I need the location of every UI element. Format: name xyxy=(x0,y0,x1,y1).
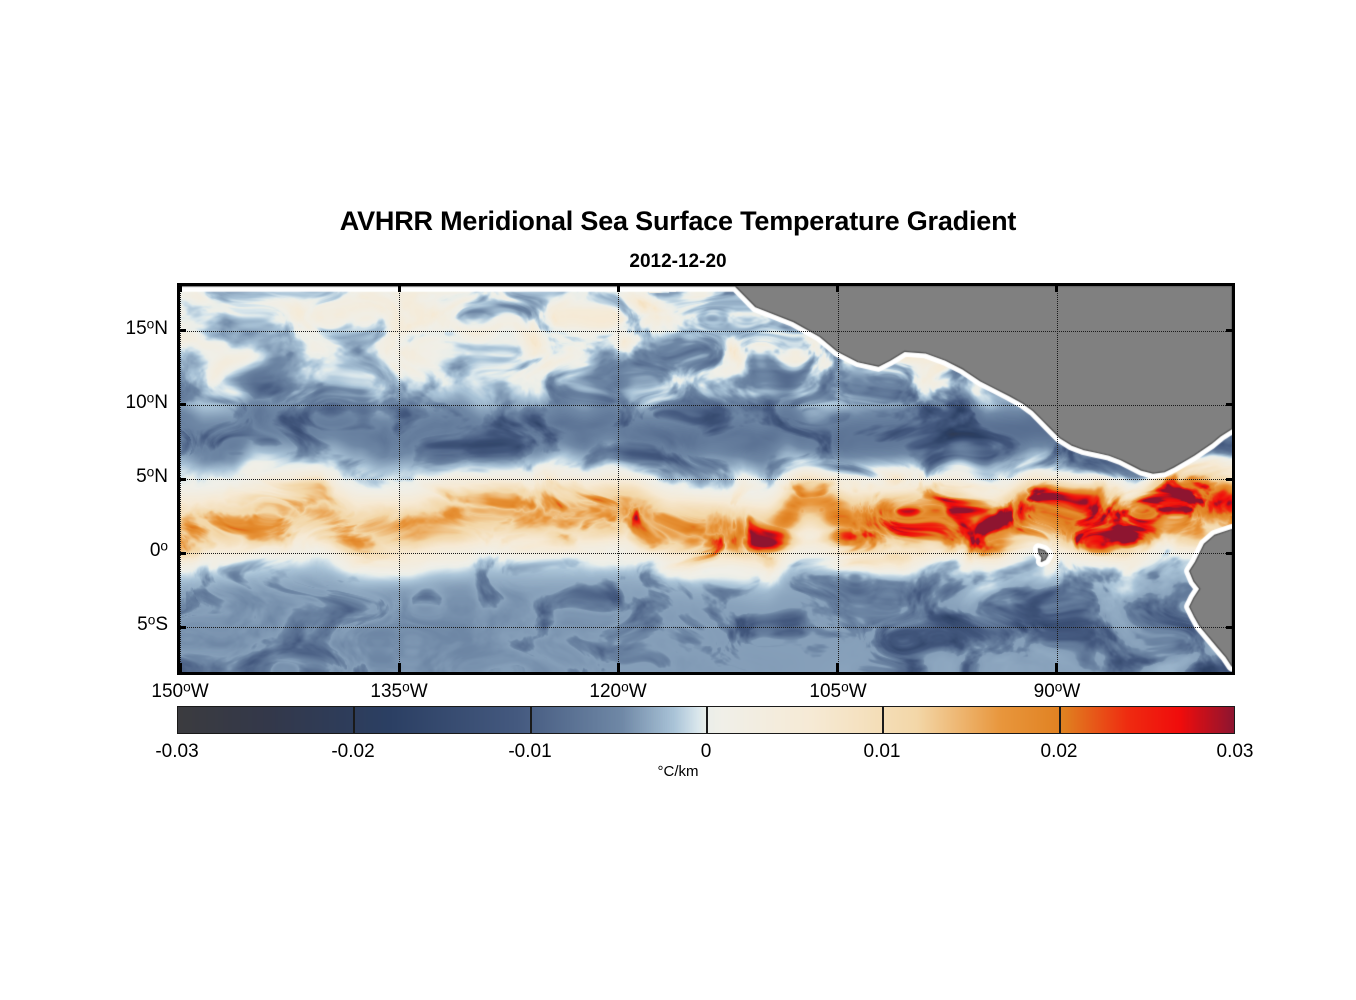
page-title: AVHRR Meridional Sea Surface Temperature… xyxy=(339,206,1017,236)
x-axis-tick-label: 135oW xyxy=(370,679,428,702)
y-axis-tick xyxy=(1226,552,1235,555)
y-axis-tick-label: 10oN xyxy=(125,390,168,413)
x-axis-tick-label: 90oW xyxy=(1033,679,1081,702)
colorbar-tick-label: -0.02 xyxy=(331,741,375,762)
x-axis-tick xyxy=(836,663,839,672)
y-axis-tick xyxy=(1226,626,1235,629)
colorbar-tick xyxy=(353,706,355,734)
y-axis-tick-label: 0o xyxy=(149,538,168,561)
y-axis-tick xyxy=(177,552,186,555)
y-axis-tick xyxy=(177,626,186,629)
colorbar-tick-label: 0.02 xyxy=(1040,741,1078,762)
x-axis-tick xyxy=(1055,283,1058,292)
x-axis-tick xyxy=(179,663,182,672)
x-axis-tick xyxy=(836,283,839,292)
colorbar-tick xyxy=(1059,706,1061,734)
colorbar-tick-label: 0 xyxy=(700,741,712,762)
x-axis-tick xyxy=(179,283,182,292)
x-axis-tick xyxy=(1055,663,1058,672)
sst-gradient-heatmap xyxy=(180,286,1232,672)
y-axis-tick xyxy=(177,403,186,406)
y-axis-tick xyxy=(1226,478,1235,481)
colorbar-tick xyxy=(530,706,532,734)
y-axis-tick xyxy=(1226,403,1235,406)
x-axis-tick xyxy=(617,663,620,672)
y-axis-tick xyxy=(1226,329,1235,332)
map-plot-area[interactable] xyxy=(177,283,1235,675)
x-axis-tick-label: 105oW xyxy=(809,679,867,702)
x-axis-tick xyxy=(398,283,401,292)
colorbar-tick-label: -0.01 xyxy=(508,741,552,762)
chart-subtitle-date: 2012-12-20 xyxy=(629,251,727,272)
colorbar-tick-label: -0.03 xyxy=(155,741,199,762)
y-axis-tick-label: 5oN xyxy=(136,464,168,487)
colorbar-tick-label: 0.03 xyxy=(1216,741,1254,762)
y-axis-tick-label: 15oN xyxy=(125,316,168,339)
colorbar-unit-label: °C/km xyxy=(657,763,699,780)
colorbar-tick xyxy=(882,706,884,734)
x-axis-tick-label: 120oW xyxy=(589,679,647,702)
y-axis-tick xyxy=(177,478,186,481)
y-axis-tick-label: 5oS xyxy=(137,612,168,635)
colorbar-tick xyxy=(706,706,708,734)
x-axis-tick xyxy=(398,663,401,672)
y-axis-tick xyxy=(177,329,186,332)
x-axis-tick-label: 150oW xyxy=(151,679,209,702)
colorbar-tick-label: 0.01 xyxy=(863,741,901,762)
x-axis-tick xyxy=(617,283,620,292)
